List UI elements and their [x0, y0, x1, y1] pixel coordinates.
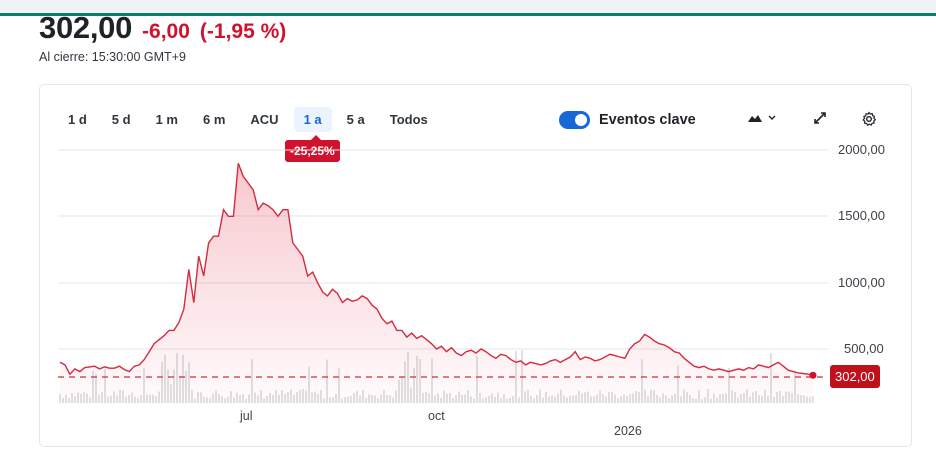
- y-tick-500: 500,00: [844, 341, 884, 356]
- range-6m[interactable]: 6 m: [203, 112, 226, 127]
- current-price: 302,00: [39, 10, 133, 45]
- gear-icon: [862, 111, 877, 127]
- grid-lines: [58, 149, 828, 350]
- chart-card: 1 d 5 d 1 m 6 m ACU 1 a 5 a Todos -25,25…: [39, 84, 912, 447]
- top-bar: [0, 0, 936, 13]
- y-tick-1500: 1500,00: [838, 208, 885, 223]
- range-ytd[interactable]: ACU: [250, 112, 279, 127]
- range-1d[interactable]: 1 d: [68, 112, 87, 127]
- close-info: Al cierre: 15:30:00 GMT+9: [39, 50, 186, 64]
- range-1m[interactable]: 1 m: [155, 112, 178, 127]
- price-change: -6,00: [142, 20, 190, 43]
- price-area-fill: [60, 163, 813, 403]
- price-chart[interactable]: [40, 85, 913, 448]
- top-bar-accent-line: [0, 13, 936, 16]
- y-tick-2000: 2000,00: [838, 142, 885, 157]
- chart-type-button[interactable]: [747, 111, 779, 130]
- x-tick-2026: 2026: [614, 424, 642, 438]
- last-price-label: 302,00: [830, 365, 880, 388]
- x-tick-jul: jul: [240, 409, 253, 423]
- price-line: [59, 163, 814, 376]
- expand-icon: [814, 112, 826, 124]
- range-selector: 1 d 5 d 1 m 6 m ACU 1 a 5 a Todos: [58, 107, 443, 132]
- key-events-label: Eventos clave: [599, 112, 696, 128]
- range-5y[interactable]: 5 a: [346, 112, 365, 127]
- last-price-dot: [809, 371, 817, 379]
- price-header: 302,00 -6,00 (-1,95 %): [39, 10, 286, 46]
- range-change-badge: -25,25%: [285, 135, 340, 162]
- settings-button[interactable]: [861, 111, 877, 132]
- range-1y[interactable]: 1 a: [293, 107, 332, 132]
- x-tick-oct: oct: [428, 409, 445, 423]
- price-change-percent: (-1,95 %): [199, 20, 287, 43]
- key-events-toggle[interactable]: [559, 111, 590, 129]
- range-all[interactable]: Todos: [389, 112, 428, 127]
- key-events-control: Eventos clave: [559, 111, 696, 129]
- y-tick-1000: 1000,00: [838, 275, 885, 290]
- range-5d[interactable]: 5 d: [111, 112, 131, 127]
- expand-button[interactable]: [813, 111, 827, 130]
- mountain-chart-icon: [748, 115, 776, 122]
